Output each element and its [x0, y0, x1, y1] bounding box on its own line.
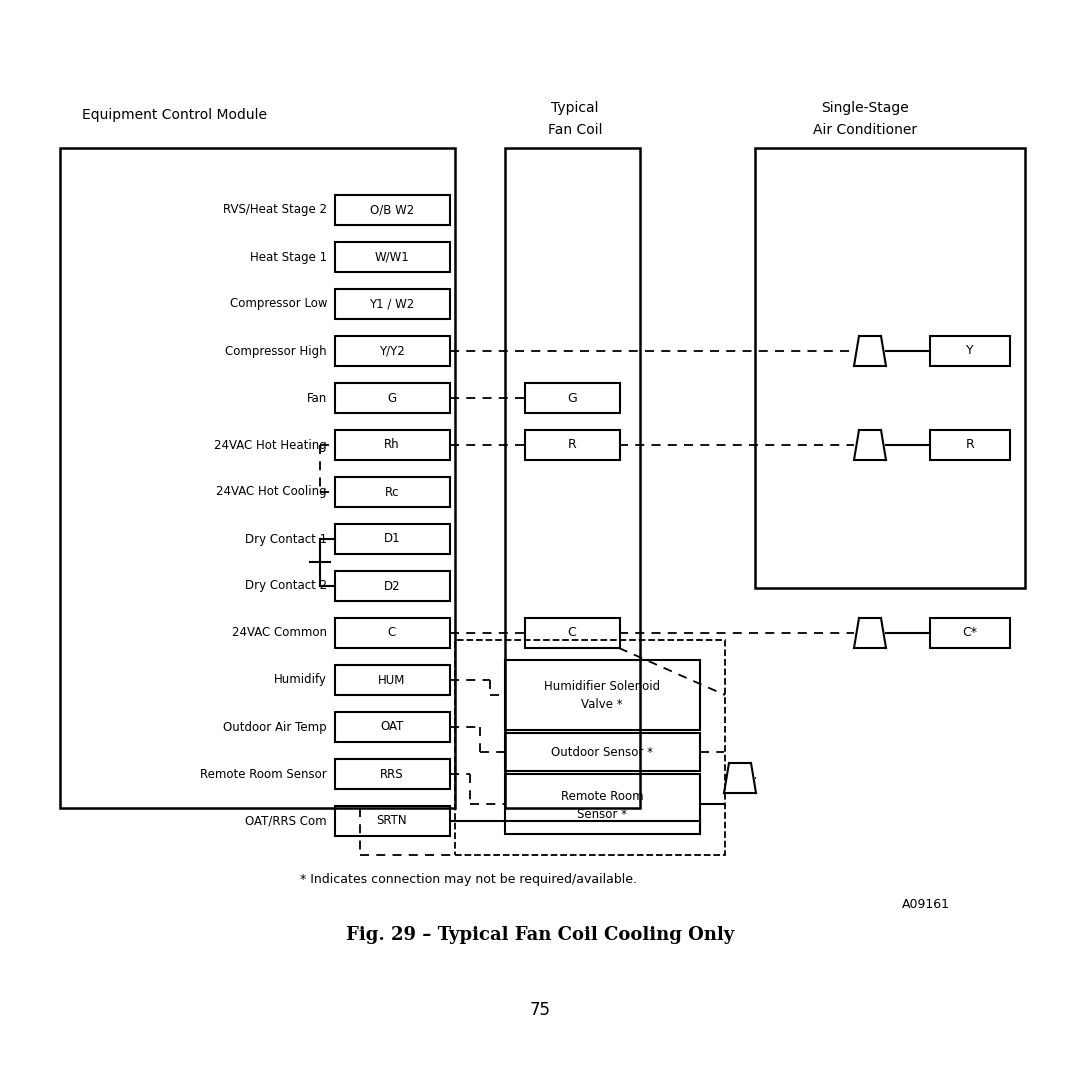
Text: RVS/Heat Stage 2: RVS/Heat Stage 2 [222, 203, 327, 216]
Bar [505, 774, 700, 834]
Bar [60, 148, 455, 808]
Bar [525, 618, 620, 648]
Bar [505, 660, 700, 730]
Text: * Indicates connection may not be required/available.: * Indicates connection may not be requir… [300, 874, 637, 887]
Text: G: G [388, 391, 396, 405]
Bar [335, 195, 450, 225]
Bar [335, 289, 450, 319]
Text: SRTN: SRTN [377, 814, 407, 827]
Bar [930, 618, 1010, 648]
Bar [335, 336, 450, 366]
Text: Rc: Rc [384, 486, 400, 499]
Bar [505, 148, 640, 808]
Text: Valve *: Valve * [581, 699, 623, 712]
Text: R: R [966, 438, 974, 451]
Text: Dry Contact 2: Dry Contact 2 [245, 580, 327, 593]
Text: Dry Contact 1: Dry Contact 1 [245, 532, 327, 545]
Text: 75: 75 [529, 1001, 551, 1020]
Bar [455, 640, 725, 855]
Bar [525, 430, 620, 460]
Text: HUM: HUM [378, 674, 406, 687]
Bar [335, 430, 450, 460]
Text: W/W1: W/W1 [375, 251, 409, 264]
Text: OAT/RRS Com: OAT/RRS Com [245, 814, 327, 827]
Text: Typical: Typical [551, 102, 598, 114]
Text: Y: Y [967, 345, 974, 357]
Text: C*: C* [962, 626, 977, 639]
Text: RRS: RRS [380, 768, 404, 781]
Text: Remote Room: Remote Room [561, 789, 644, 802]
Bar [335, 618, 450, 648]
Text: C: C [388, 626, 396, 639]
Text: Air Conditioner: Air Conditioner [813, 123, 917, 137]
Text: 24VAC Hot Cooling: 24VAC Hot Cooling [216, 486, 327, 499]
Bar [335, 383, 450, 413]
Text: Outdoor Air Temp: Outdoor Air Temp [224, 720, 327, 733]
Text: Humidify: Humidify [274, 674, 327, 687]
Text: 24VAC Hot Heating: 24VAC Hot Heating [214, 438, 327, 451]
Bar [335, 477, 450, 507]
Text: Fan: Fan [307, 391, 327, 405]
Text: Outdoor Sensor *: Outdoor Sensor * [551, 745, 653, 758]
Text: G: G [567, 391, 577, 405]
Text: C: C [568, 626, 577, 639]
Bar [525, 383, 620, 413]
Bar [335, 571, 450, 600]
Text: Fig. 29 – Typical Fan Coil Cooling Only: Fig. 29 – Typical Fan Coil Cooling Only [346, 926, 734, 944]
Text: Y1 / W2: Y1 / W2 [369, 297, 415, 311]
Text: Equipment Control Module: Equipment Control Module [82, 108, 268, 122]
Text: Y/Y2: Y/Y2 [379, 345, 405, 357]
Text: Humidifier Solenoid: Humidifier Solenoid [544, 680, 660, 693]
Text: Remote Room Sensor: Remote Room Sensor [200, 768, 327, 781]
Bar [755, 148, 1025, 588]
Text: Single-Stage: Single-Stage [821, 102, 909, 114]
Text: OAT: OAT [380, 720, 404, 733]
Text: Rh: Rh [384, 438, 400, 451]
Bar [505, 733, 700, 771]
Text: Heat Stage 1: Heat Stage 1 [249, 251, 327, 264]
Bar [335, 524, 450, 554]
Bar [335, 242, 450, 272]
Bar [335, 759, 450, 789]
Text: Compressor Low: Compressor Low [229, 297, 327, 311]
Text: Fan Coil: Fan Coil [548, 123, 603, 137]
Text: O/B W2: O/B W2 [369, 203, 414, 216]
Bar [930, 336, 1010, 366]
Text: D2: D2 [383, 580, 401, 593]
Text: D1: D1 [383, 532, 401, 545]
Bar [930, 430, 1010, 460]
Text: 24VAC Common: 24VAC Common [232, 626, 327, 639]
Bar [335, 712, 450, 742]
Text: R: R [568, 438, 577, 451]
Text: A09161: A09161 [902, 899, 950, 912]
Bar [335, 806, 450, 836]
Text: Sensor *: Sensor * [577, 808, 627, 821]
Text: Compressor High: Compressor High [226, 345, 327, 357]
Bar [335, 665, 450, 696]
